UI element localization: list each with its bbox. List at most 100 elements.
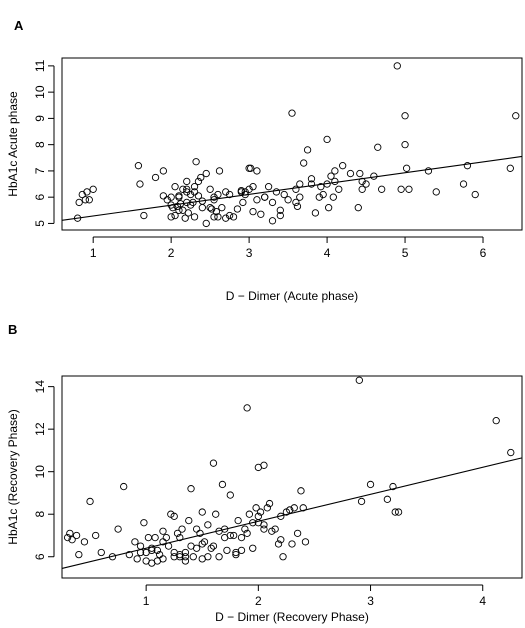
data-point [253,167,261,175]
data-point [237,546,246,555]
data-point [299,504,307,512]
y-tick-label: 10 [33,85,47,99]
data-point [284,196,292,204]
data-point [212,510,220,518]
data-point [315,193,323,201]
x-tick-label: 4 [479,594,486,608]
x-tick-label: 1 [90,246,97,260]
data-point [292,185,300,193]
data-point [214,190,222,199]
data-point [471,190,479,199]
data-point [378,185,386,193]
y-tick-label: 8 [33,511,47,518]
data-point [209,542,218,550]
data-point [186,201,195,209]
data-point [222,188,230,196]
y-axis-title: HbA1c Acute phase [6,91,20,197]
data-point [323,135,331,144]
data-point [276,211,284,220]
data-point [159,538,167,546]
data-point [346,169,355,178]
data-point [206,185,214,193]
data-point [92,531,100,540]
data-point [463,162,472,170]
data-point [198,204,206,212]
data-point [214,213,222,221]
data-point [383,495,392,503]
data-point [189,553,197,561]
data-point [432,188,440,196]
data-point [327,172,335,180]
data-point [234,516,242,525]
data-point [207,544,215,552]
data-point [276,206,284,214]
data-point [288,109,296,117]
data-point [171,211,179,220]
data-point [301,538,310,546]
x-axis-title: D − Dimer (Recovery Phase) [215,610,369,624]
data-point [75,198,83,207]
panel-label-b: B [8,322,18,337]
data-point [159,192,168,200]
data-point [225,211,234,220]
y-tick-label: 11 [33,59,47,72]
data-point [311,209,320,217]
data-point [218,204,226,212]
data-point [253,196,261,204]
data-point [256,508,265,516]
data-point [197,173,205,182]
data-point [260,521,268,529]
data-point [80,538,89,546]
data-point [190,183,199,191]
data-point [212,207,221,216]
data-point [424,167,433,175]
data-point [277,536,285,544]
data-point [183,185,191,193]
data-point [202,219,210,228]
data-point [288,540,296,548]
x-tick-label: 4 [324,246,331,260]
data-point [190,188,199,196]
data-point [279,553,287,561]
data-point [233,205,242,213]
data-point [331,167,339,175]
data-point [125,550,133,559]
data-point [402,164,411,172]
data-point [185,516,193,525]
data-point [170,553,178,561]
data-point [97,548,105,557]
data-point [296,180,304,188]
data-point [133,555,141,563]
data-point [506,164,514,172]
data-point [393,62,401,70]
data-point [190,213,199,221]
data-point [114,525,122,533]
data-point [179,185,187,193]
y-tick-label: 10 [33,465,47,479]
y-tick-label: 6 [33,553,47,560]
data-point [75,550,83,559]
data-point [401,141,409,149]
data-point [389,482,397,491]
data-point [196,529,204,537]
data-point [300,159,308,167]
data-point [192,544,201,552]
data-point [459,180,468,188]
x-tick-label: 3 [246,246,253,260]
data-point [223,546,231,555]
data-point [140,211,148,220]
data-point [229,213,238,221]
data-point [239,198,247,207]
data-point [178,525,186,533]
data-point [280,190,288,199]
data-point [81,196,90,204]
data-point [362,180,370,188]
data-point [148,544,156,552]
data-point [86,497,94,506]
data-point [492,417,500,425]
data-point [181,557,190,565]
y-tick-label: 14 [33,380,47,394]
data-point [331,177,339,186]
data-point [507,448,515,457]
data-point [171,183,179,191]
